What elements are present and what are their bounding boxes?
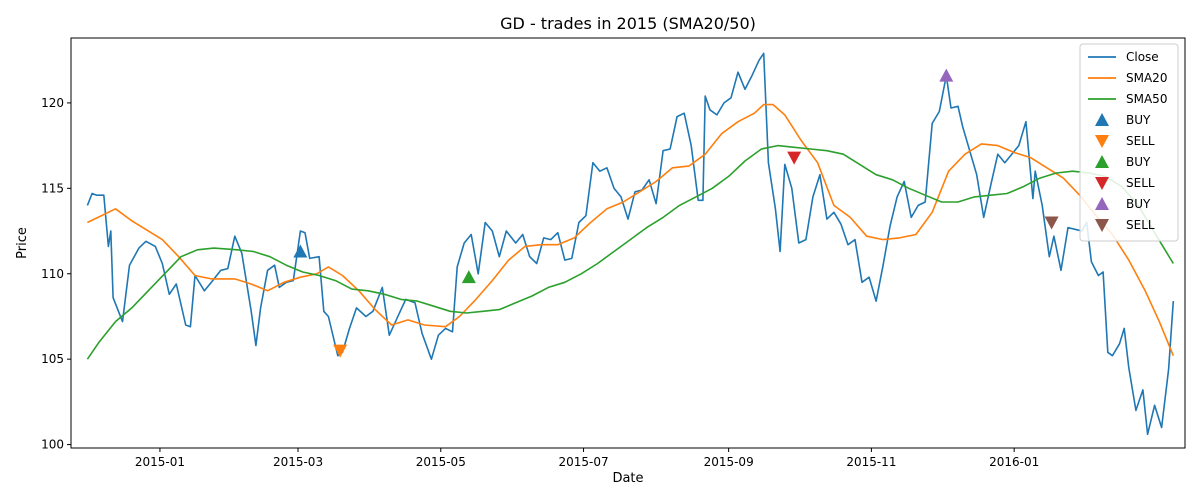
trade-marker-buy-3: [461, 270, 476, 284]
series-line-close: [86, 52, 1175, 436]
legend-swatch-sell: [1095, 219, 1109, 232]
y-tick-label: 110: [41, 267, 64, 281]
x-tick-label: 2015-03: [273, 455, 323, 469]
trade-marker-buy-1: [293, 244, 308, 258]
legend-label-sma50: SMA50: [1126, 92, 1167, 106]
x-tick-label: 2015-01: [135, 455, 185, 469]
legend-box: [1079, 43, 1179, 242]
y-tick-label: 115: [41, 181, 64, 195]
x-tick-label: 2015-07: [558, 455, 608, 469]
y-tick-label: 100: [41, 438, 64, 452]
x-tick-label: 2016-01: [989, 455, 1039, 469]
x-tick-label: 2015-05: [416, 455, 466, 469]
trade-marker-sell-6: [1044, 216, 1059, 230]
trade-marker-sell-2: [333, 344, 348, 358]
legend-swatch-sell: [1095, 177, 1109, 190]
series-line-sma50: [86, 144, 1174, 360]
trade-marker-buy-5: [939, 68, 954, 82]
y-axis-label: Price: [15, 227, 30, 259]
legend-label-sma20: SMA20: [1126, 71, 1167, 85]
legend-swatch-buy: [1095, 155, 1109, 168]
series-line-sma20: [87, 103, 1175, 357]
plot-lines: [86, 52, 1175, 436]
legend-swatch-buy: [1095, 197, 1109, 210]
y-axis: 100 105 110 115 120: [41, 96, 71, 452]
x-axis: 2015-01 2015-03 2015-05 2015-07 2015-09 2015-…: [135, 448, 1039, 469]
y-tick-label: 105: [41, 352, 64, 366]
x-axis-label: Date: [612, 471, 643, 486]
plot-frame: [70, 37, 1186, 449]
trade-marker-sell-4: [787, 151, 802, 165]
trade-markers: [293, 68, 1059, 358]
legend-swatch-sell: [1095, 135, 1109, 148]
legend-label-sell: SELL: [1126, 218, 1155, 232]
legend-label-sell: SELL: [1126, 134, 1155, 148]
y-tick-label: 120: [41, 96, 64, 110]
legend-label-close: Close: [1126, 50, 1159, 64]
chart-legend: Close SMA20 SMA50 BUY SELL BUY SELL BUY SELL: [1079, 43, 1179, 242]
chart-title: GD - trades in 2015 (SMA20/50): [500, 14, 756, 33]
legend-label-buy: BUY: [1126, 155, 1151, 169]
legend-label-sell: SELL: [1126, 176, 1155, 190]
x-tick-label: 2015-11: [846, 455, 896, 469]
legend-swatch-buy: [1095, 113, 1109, 126]
legend-label-buy: BUY: [1126, 197, 1151, 211]
x-tick-label: 2015-09: [704, 455, 754, 469]
legend-label-buy: BUY: [1126, 113, 1151, 127]
